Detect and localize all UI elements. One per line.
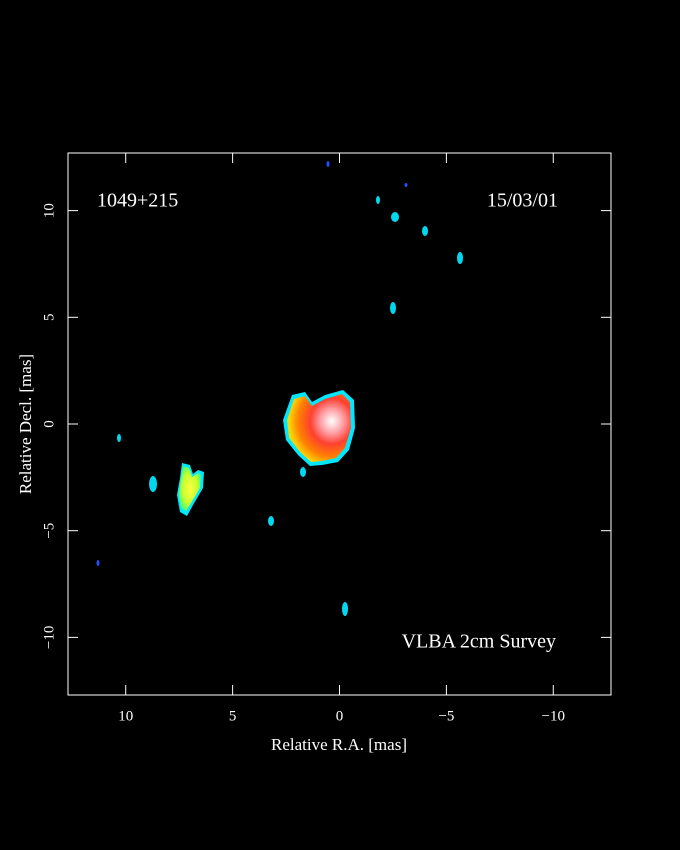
y-axis-label: Relative Decl. [mas] <box>16 354 35 494</box>
faint-components <box>117 196 463 616</box>
core <box>287 394 351 462</box>
x-tick-label: 5 <box>229 708 237 724</box>
knot <box>179 466 201 511</box>
epoch: 15/03/01 <box>487 190 558 212</box>
x-axis-label: Relative R.A. [mas] <box>271 735 407 754</box>
y-tick-label: 0 <box>41 420 57 428</box>
x-tick-label: 0 <box>336 708 344 724</box>
survey-label: VLBA 2cm Survey <box>402 631 556 653</box>
x-tick-label: −5 <box>438 708 454 724</box>
faint-components-blue <box>96 161 408 566</box>
y-tick-label: −10 <box>41 626 57 649</box>
y-tick-label: 10 <box>41 203 57 218</box>
source-name: 1049+215 <box>97 190 178 212</box>
x-tick-label: 10 <box>118 708 133 724</box>
x-tick-label: −10 <box>542 708 565 724</box>
y-tick-label: −5 <box>41 523 57 539</box>
emission <box>96 161 463 616</box>
y-tick-label: 5 <box>41 314 57 322</box>
